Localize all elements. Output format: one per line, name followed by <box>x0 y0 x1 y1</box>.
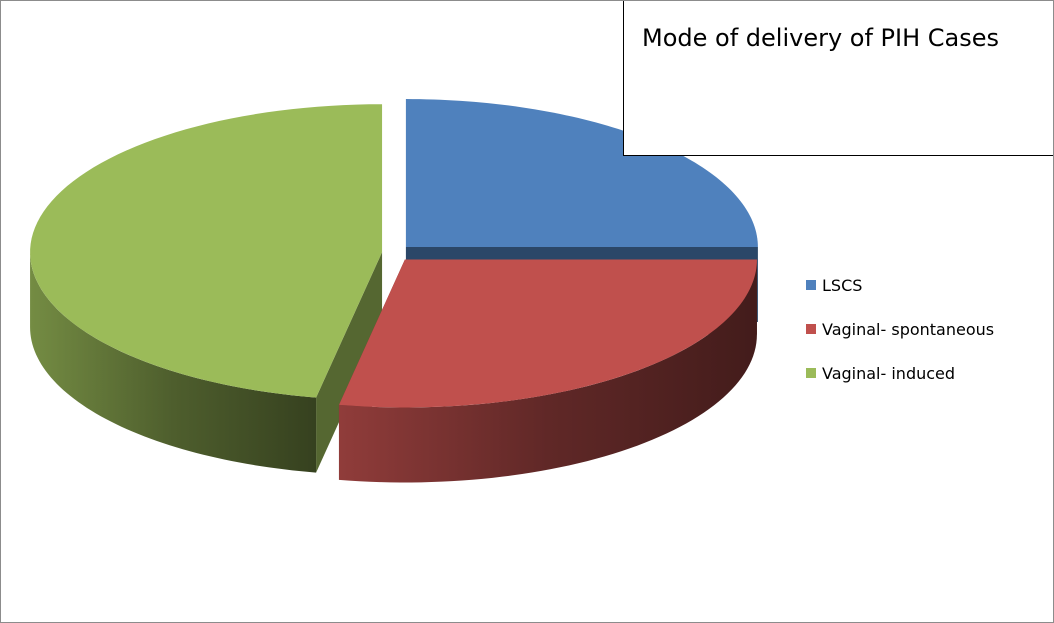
legend-swatch <box>806 368 816 378</box>
legend-item: Vaginal- induced <box>806 351 994 395</box>
legend-swatch <box>806 280 816 290</box>
slice <box>30 104 383 398</box>
legend-item: LSCS <box>806 263 994 307</box>
legend-label: Vaginal- spontaneous <box>822 319 995 339</box>
legend-label: LSCS <box>822 275 863 295</box>
legend-swatch <box>806 324 816 334</box>
slice-side <box>338 259 757 483</box>
slice-face <box>316 252 383 473</box>
legend-item: Vaginal- spontaneous <box>806 307 994 351</box>
slice <box>405 99 758 248</box>
chart-title: Mode of delivery of PIH Cases <box>623 1 1053 156</box>
legend-label: Vaginal- induced <box>822 363 956 383</box>
slice-side <box>30 252 317 473</box>
slice <box>338 259 757 408</box>
legend: LSCS Vaginal- spontaneous Vaginal- induced <box>806 263 994 395</box>
